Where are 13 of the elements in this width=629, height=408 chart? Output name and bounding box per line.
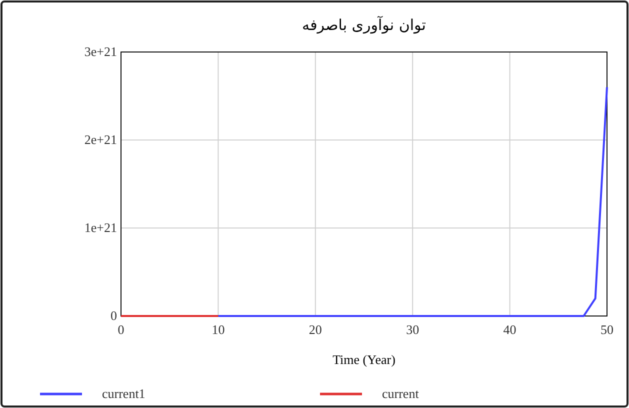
x-tick-label: 30 — [406, 322, 420, 337]
y-tick-label: 1e+21 — [84, 220, 117, 235]
legend-label: current1 — [102, 386, 146, 401]
x-tick-label: 10 — [212, 322, 225, 337]
y-tick-label: 3e+21 — [84, 44, 117, 59]
x-tick-label: 50 — [600, 322, 614, 337]
y-tick-label: 0 — [110, 308, 117, 323]
x-tick-label: 40 — [503, 322, 516, 337]
legend-label: current — [382, 386, 420, 401]
chart-title: توان نوآوری باصرفه — [302, 15, 426, 34]
y-tick-label: 2e+21 — [84, 132, 117, 147]
x-axis-title: Time (Year) — [332, 352, 396, 367]
x-tick-label: 20 — [308, 322, 322, 337]
